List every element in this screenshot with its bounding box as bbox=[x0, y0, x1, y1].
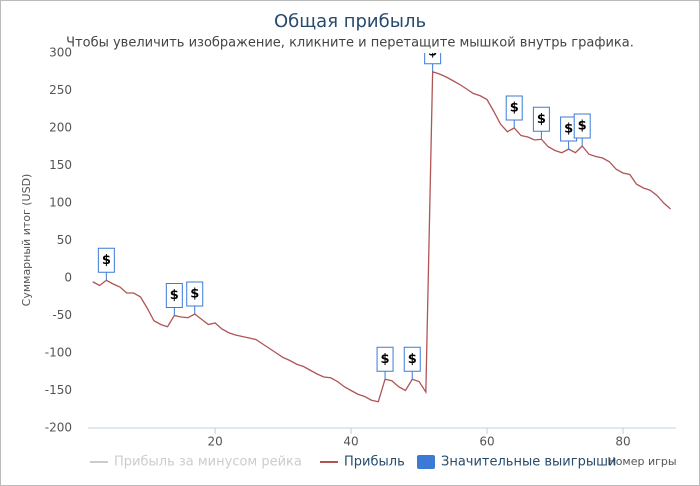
flag bbox=[97, 247, 115, 273]
flag-label: $ bbox=[537, 112, 546, 127]
flag bbox=[532, 106, 550, 132]
y-tick-label: -50 bbox=[52, 308, 72, 322]
flag-label: $ bbox=[190, 287, 199, 302]
y-axis-label: Суммарный итог (USD) bbox=[20, 174, 33, 307]
y-tick-label: -100 bbox=[45, 346, 72, 360]
y-tick-label: 50 bbox=[57, 233, 72, 247]
flag bbox=[505, 95, 523, 121]
y-tick-label: -150 bbox=[45, 383, 72, 397]
flag-label: $ bbox=[102, 253, 111, 268]
flag-label: $ bbox=[510, 101, 519, 116]
legend-label: Прибыль bbox=[344, 455, 405, 470]
flag bbox=[573, 113, 591, 139]
flag bbox=[376, 346, 394, 372]
flag bbox=[403, 346, 421, 372]
y-tick-label: -200 bbox=[45, 421, 72, 435]
flag bbox=[165, 283, 183, 308]
flag-label: $ bbox=[578, 119, 587, 134]
chart-title: Общая прибыль bbox=[274, 11, 426, 32]
flag-label: $ bbox=[428, 44, 437, 59]
chart-subtitle: Чтобы увеличить изображение, кликните и … bbox=[66, 36, 634, 51]
flag bbox=[186, 281, 204, 307]
flag-label: $ bbox=[381, 352, 390, 367]
flag-label: $ bbox=[170, 288, 179, 303]
x-tick-label: 20 bbox=[207, 435, 222, 449]
flag-label: $ bbox=[408, 352, 417, 367]
x-tick-label: 80 bbox=[615, 435, 630, 449]
x-tick-label: 40 bbox=[343, 435, 358, 449]
legend-label: Значительные выигрыши bbox=[441, 455, 616, 470]
y-tick-label: 150 bbox=[49, 158, 72, 172]
y-tick-label: 0 bbox=[64, 271, 72, 285]
x-tick-label: 60 bbox=[479, 435, 494, 449]
profit-line bbox=[92, 70, 671, 403]
x-axis-label: Номер игры bbox=[607, 455, 676, 468]
flags: $ $ $ $ $ $ $ $ $ $ bbox=[97, 44, 591, 380]
legend-swatch bbox=[417, 455, 435, 469]
flag-label: $ bbox=[564, 122, 573, 137]
legend-label: Прибыль за минусом рейка bbox=[114, 455, 302, 470]
y-tick-label: 100 bbox=[49, 196, 72, 210]
flag bbox=[424, 53, 442, 65]
y-tick-label: 300 bbox=[49, 46, 72, 60]
y-tick-label: 200 bbox=[49, 121, 72, 135]
y-tick-label: 250 bbox=[49, 83, 72, 97]
